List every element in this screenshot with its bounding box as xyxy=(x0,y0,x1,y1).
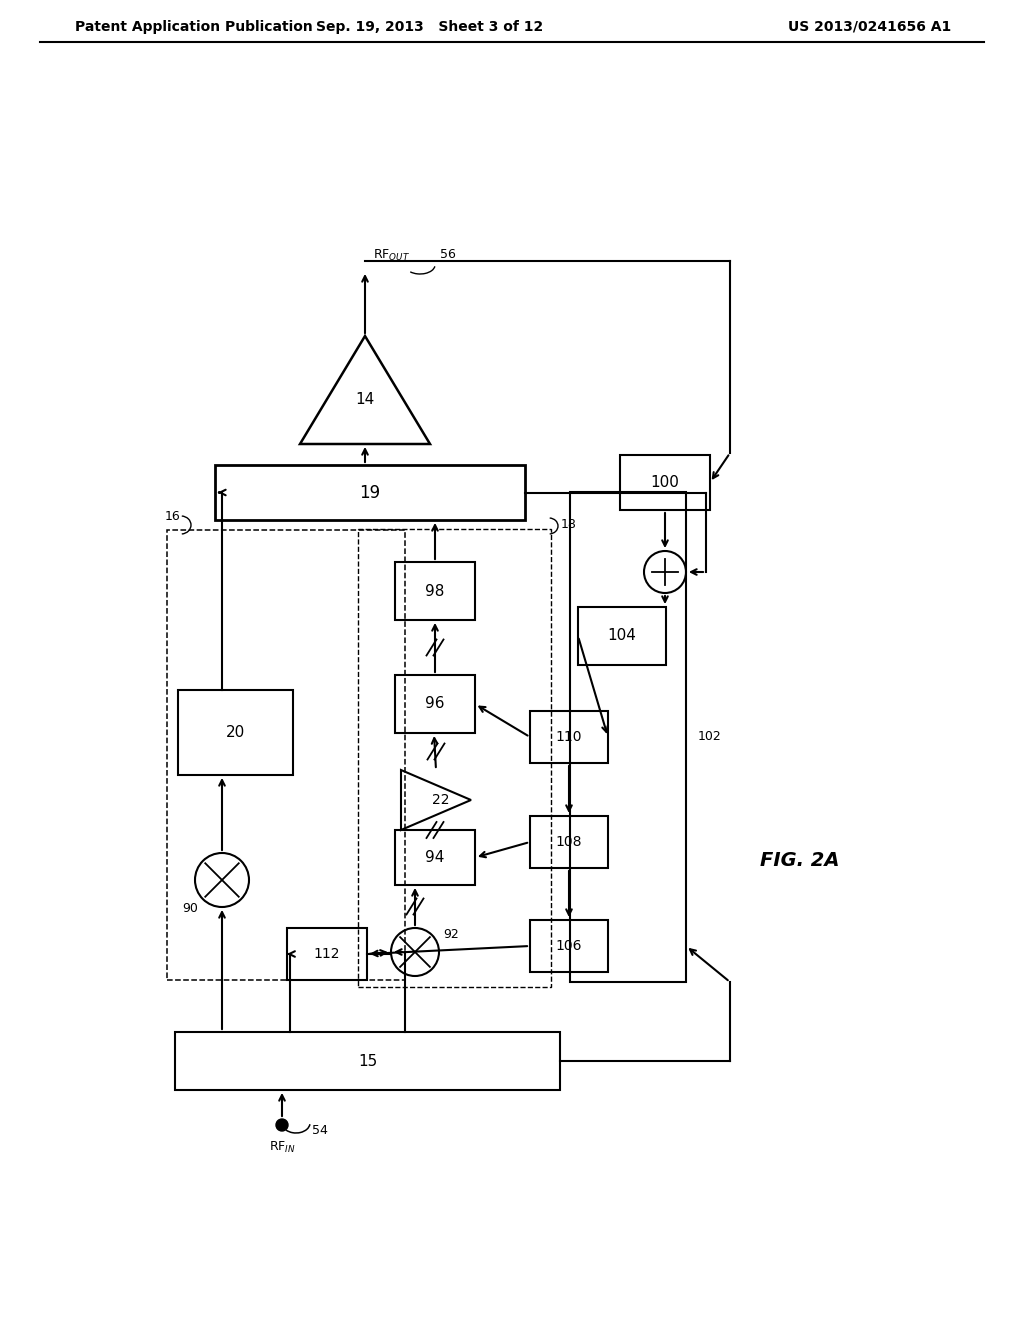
Bar xyxy=(530,711,608,763)
Text: FIG. 2A: FIG. 2A xyxy=(760,850,840,870)
Text: 54: 54 xyxy=(312,1123,328,1137)
Text: 56: 56 xyxy=(440,248,456,261)
Text: US 2013/0241656 A1: US 2013/0241656 A1 xyxy=(788,20,951,34)
Bar xyxy=(178,690,293,775)
Text: 106: 106 xyxy=(556,939,583,953)
Text: 92: 92 xyxy=(443,928,459,940)
Text: Patent Application Publication: Patent Application Publication xyxy=(75,20,312,34)
Text: RF$_{IN}$: RF$_{IN}$ xyxy=(268,1139,296,1155)
Text: 108: 108 xyxy=(556,836,583,849)
Text: 18: 18 xyxy=(561,517,577,531)
Bar xyxy=(530,816,608,869)
Bar xyxy=(620,455,710,510)
Text: 104: 104 xyxy=(607,628,637,644)
Bar xyxy=(395,830,475,884)
Text: 110: 110 xyxy=(556,730,583,744)
Text: 102: 102 xyxy=(698,730,722,743)
Text: 16: 16 xyxy=(165,510,181,523)
Text: Sep. 19, 2013   Sheet 3 of 12: Sep. 19, 2013 Sheet 3 of 12 xyxy=(316,20,544,34)
Bar xyxy=(167,531,406,979)
Text: RF$_{OUT}$: RF$_{OUT}$ xyxy=(373,247,411,263)
Text: 112: 112 xyxy=(313,946,340,961)
Circle shape xyxy=(276,1119,288,1131)
Text: 14: 14 xyxy=(355,392,375,408)
Text: 98: 98 xyxy=(425,583,444,598)
Bar xyxy=(570,492,686,982)
Bar xyxy=(287,928,367,979)
Bar xyxy=(530,920,608,972)
Text: 90: 90 xyxy=(182,902,198,915)
Bar xyxy=(578,607,666,665)
Text: 94: 94 xyxy=(425,850,444,865)
Bar xyxy=(215,465,525,520)
Text: 15: 15 xyxy=(357,1053,377,1068)
Bar xyxy=(395,562,475,620)
Bar xyxy=(358,529,551,987)
Text: 100: 100 xyxy=(650,475,680,490)
Bar xyxy=(395,675,475,733)
Text: 22: 22 xyxy=(432,793,450,807)
Text: 20: 20 xyxy=(226,725,245,741)
Bar xyxy=(175,1032,560,1090)
Text: 96: 96 xyxy=(425,697,444,711)
Text: 19: 19 xyxy=(359,483,381,502)
